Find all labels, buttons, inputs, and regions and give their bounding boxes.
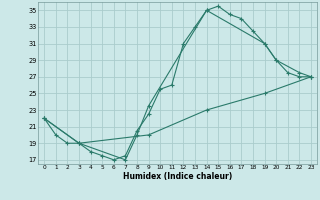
X-axis label: Humidex (Indice chaleur): Humidex (Indice chaleur) — [123, 172, 232, 181]
